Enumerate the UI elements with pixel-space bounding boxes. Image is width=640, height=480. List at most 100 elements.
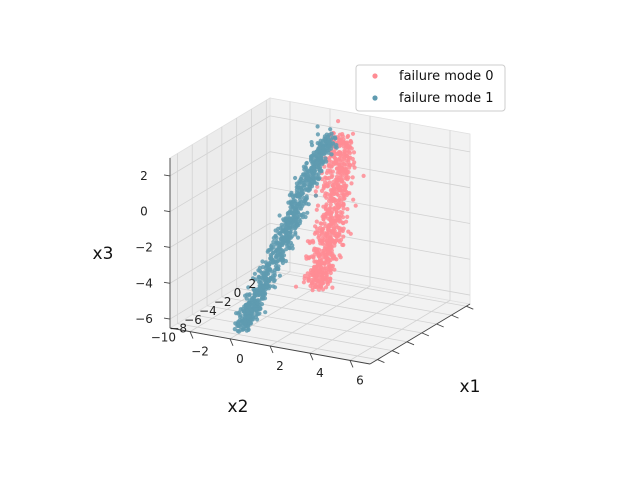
- point-0-599: [325, 282, 330, 287]
- point-1-852: [293, 225, 298, 230]
- point-0-632: [322, 269, 327, 274]
- point-1-806: [297, 217, 302, 222]
- point-1-870: [294, 218, 299, 223]
- point-0-509: [329, 160, 334, 165]
- point-0-622: [319, 283, 324, 289]
- z-grid-back-0: [269, 115, 471, 153]
- point-0-593: [330, 253, 335, 258]
- point-1-630: [286, 210, 291, 215]
- point-1-805: [311, 157, 316, 162]
- point-1-431: [328, 127, 333, 132]
- point-1-728: [316, 153, 321, 158]
- legend-marker-mode-0: [372, 73, 378, 79]
- point-1-897: [255, 312, 261, 317]
- point-1-240: [313, 193, 318, 198]
- point-1-829: [295, 235, 301, 240]
- point-0-685: [337, 225, 342, 231]
- point-0-627: [317, 256, 323, 262]
- point-0-634: [338, 170, 343, 175]
- point-0-695: [344, 151, 349, 156]
- point-0-595: [340, 242, 345, 247]
- point-1-833: [256, 268, 261, 273]
- y-tick-mark-0: [466, 305, 474, 310]
- point-0-644: [337, 232, 342, 237]
- z-grid-left-1: [169, 151, 271, 213]
- legend: failure mode 0 failure mode 1: [355, 64, 506, 112]
- point-0-650: [326, 259, 331, 264]
- point-0-669: [323, 180, 328, 185]
- point-1-755: [314, 181, 319, 186]
- point-0-676: [317, 228, 322, 233]
- x-tick-label-2: 2: [276, 359, 284, 373]
- point-1-550: [238, 327, 243, 332]
- x-tick-mark-0: [189, 331, 194, 339]
- point-0-657: [327, 163, 332, 168]
- point-0-677: [307, 255, 312, 260]
- point-1-247: [293, 175, 298, 181]
- point-0-639: [327, 180, 332, 185]
- point-0-652: [343, 168, 348, 173]
- point-1-884: [249, 308, 255, 313]
- point-1-677: [263, 310, 268, 315]
- y-tick-mark-2: [436, 323, 444, 328]
- point-1-856: [326, 144, 331, 149]
- y-tick-label-1: 0: [234, 286, 242, 300]
- z-grid-left-2: [169, 187, 271, 248]
- point-0-678: [319, 273, 325, 279]
- point-0-493: [333, 215, 338, 220]
- z-tick-mark-1: [163, 210, 171, 213]
- x-tick-mark-4: [349, 360, 354, 368]
- x-tick-label-4: 6: [356, 373, 364, 387]
- point-1-720: [314, 172, 319, 177]
- point-0-586: [343, 176, 348, 181]
- z-tick-mark-4: [163, 317, 171, 320]
- y-tick-label-2: −2: [214, 295, 232, 309]
- point-0-680: [337, 215, 342, 220]
- point-1-851: [261, 284, 266, 289]
- point-1-853: [305, 172, 310, 177]
- point-0-138: [351, 197, 356, 202]
- series-1-points: [232, 124, 339, 334]
- point-1-830: [289, 201, 294, 206]
- point-1-873: [261, 290, 266, 295]
- z-grid-back-3: [269, 222, 471, 260]
- y-tick-mark-5: [392, 350, 400, 355]
- y-tick-mark-1: [451, 314, 459, 319]
- z-grid-left-4: [169, 258, 271, 320]
- point-1-812: [252, 271, 257, 276]
- z-grid-left-3: [169, 222, 271, 284]
- z-tick-label-4: −6: [135, 312, 153, 326]
- point-0-673: [340, 141, 345, 146]
- x-tick-label-1: 0: [236, 352, 244, 366]
- x-tick-mark-3: [309, 353, 314, 361]
- point-0-699: [323, 253, 328, 259]
- point-1-660: [260, 265, 265, 270]
- point-0-690: [340, 132, 345, 137]
- point-1-891: [267, 278, 272, 283]
- point-1-506: [315, 132, 320, 137]
- point-0-608: [313, 230, 318, 235]
- point-1-882: [317, 142, 322, 147]
- y-grid-floor-1: [251, 278, 452, 316]
- point-1-497: [304, 161, 309, 166]
- point-1-828: [246, 327, 251, 332]
- point-1-898: [302, 199, 307, 204]
- point-0-549: [324, 170, 329, 175]
- y-tick-label-5: −8: [169, 322, 187, 336]
- point-1-840: [263, 276, 268, 281]
- point-1-654: [268, 252, 273, 258]
- point-0-602: [310, 288, 315, 293]
- point-0-471: [334, 238, 339, 243]
- point-0-625: [310, 277, 315, 283]
- z-tick-mark-0: [163, 174, 171, 177]
- point-1-875: [315, 160, 320, 166]
- z-grid-back-4: [269, 258, 471, 296]
- point-1-620: [329, 152, 334, 157]
- point-1-749: [285, 243, 290, 248]
- x-grid-floor-3: [309, 292, 411, 354]
- point-1-704: [290, 243, 295, 248]
- point-0-636: [317, 269, 322, 274]
- point-0-555: [332, 160, 337, 165]
- point-1-460: [332, 135, 338, 140]
